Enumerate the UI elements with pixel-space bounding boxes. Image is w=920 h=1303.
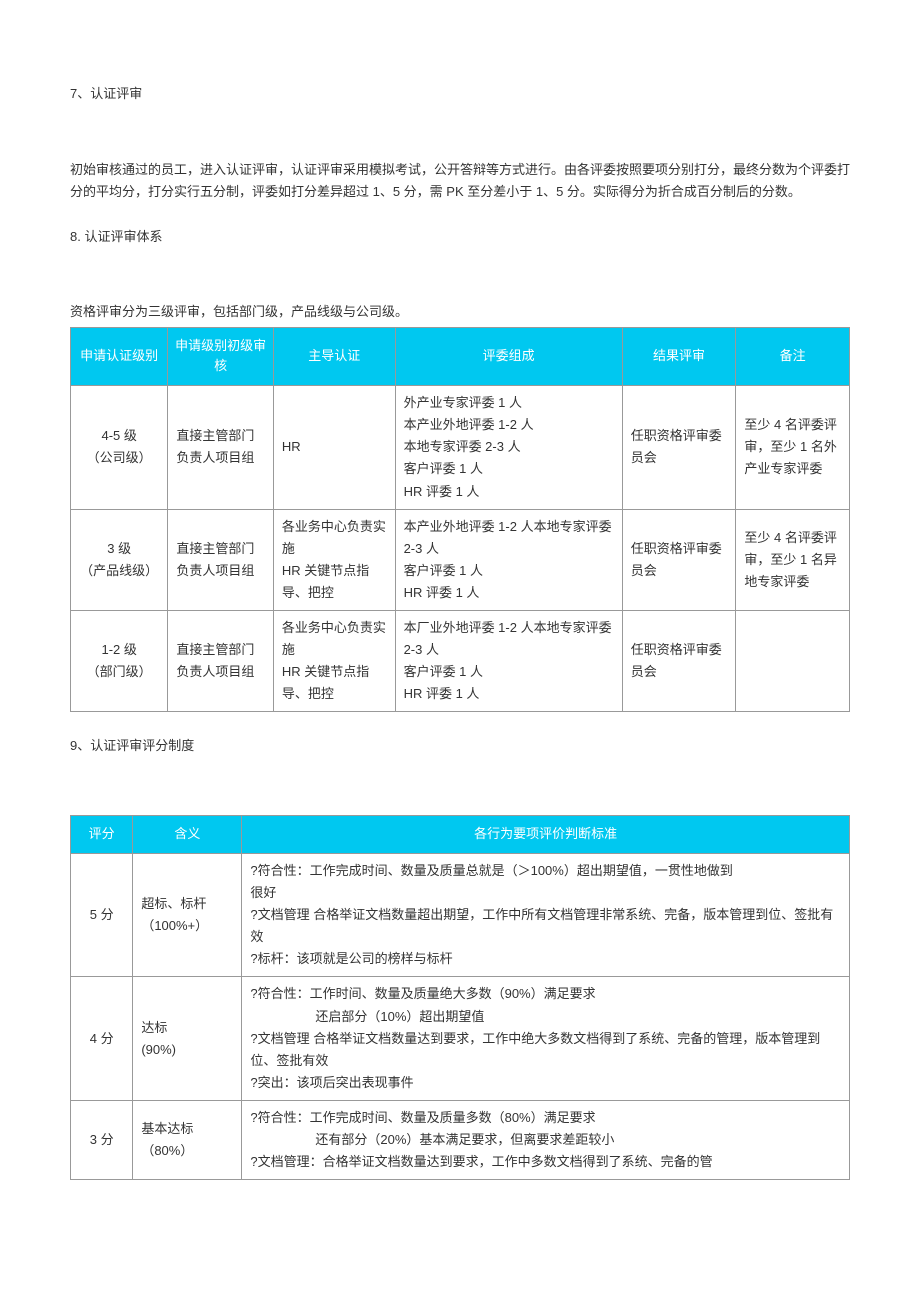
scoring-criteria-table: 评分 含义 各行为要项评价判断标准 5 分超标、标杆（100%+）?符合性：工作… (70, 815, 850, 1180)
table-row: 1-2 级（部门级）直接主管部门负责人项目组各业务中心负责实施HR 关键节点指导… (71, 611, 850, 712)
table-cell: HR (273, 386, 395, 509)
table-cell: 本厂业外地评委 1-2 人本地专家评委 2-3 人客户评委 1 人HR 评委 1… (395, 611, 622, 712)
table-cell: 外产业专家评委 1 人本产业外地评委 1-2 人本地专家评委 2-3 人客户评委… (395, 386, 622, 509)
table-row: 4-5 级（公司级）直接主管部门负责人项目组HR外产业专家评委 1 人本产业外地… (71, 386, 850, 509)
table-cell: 任职资格评审委员会 (622, 611, 736, 712)
col-header: 评委组成 (395, 327, 622, 386)
table-header-row: 申请认证级别 申请级别初级审核 主导认证 评委组成 结果评审 备注 (71, 327, 850, 386)
col-header: 备注 (736, 327, 850, 386)
table-cell: 直接主管部门负责人项目组 (168, 509, 273, 610)
table-cell: ?符合性：工作完成时间、数量及质量总就是（＞100%）超出期望值，一贯性地做到 … (242, 853, 850, 976)
col-header: 申请级别初级审核 (168, 327, 273, 386)
table-cell: 本产业外地评委 1-2 人本地专家评委 2-3 人客户评委 1 人HR 评委 1… (395, 509, 622, 610)
table-row: 5 分超标、标杆（100%+）?符合性：工作完成时间、数量及质量总就是（＞100… (71, 853, 850, 976)
table-cell: ?符合性：工作时间、数量及质量绝大多数（90%）满足要求 还启部分（10%）超出… (242, 977, 850, 1100)
table-cell: 3 级（产品线级） (71, 509, 168, 610)
table-cell (736, 611, 850, 712)
section9-heading: 9、认证评审评分制度 (70, 736, 850, 757)
col-header: 申请认证级别 (71, 327, 168, 386)
table-cell: 至少 4 名评委评审，至少 1 名异地专家评委 (736, 509, 850, 610)
col-header: 各行为要项评价判断标准 (242, 816, 850, 854)
table-row: 3 分基本达标（80%）?符合性：工作完成时间、数量及质量多数（80%）满足要求… (71, 1100, 850, 1179)
col-header: 结果评审 (622, 327, 736, 386)
table-cell: 4 分 (71, 977, 133, 1100)
table-header-row: 评分 含义 各行为要项评价判断标准 (71, 816, 850, 854)
col-header: 含义 (133, 816, 242, 854)
table-cell: 各业务中心负责实施HR 关键节点指导、把控 (273, 509, 395, 610)
col-header: 主导认证 (273, 327, 395, 386)
table-cell: 基本达标（80%） (133, 1100, 242, 1179)
review-levels-table: 申请认证级别 申请级别初级审核 主导认证 评委组成 结果评审 备注 4-5 级（… (70, 327, 850, 713)
table-cell: 至少 4 名评委评审，至少 1 名外产业专家评委 (736, 386, 850, 509)
section7-body: 初始审核通过的员工，进入认证评审，认证评审采用模拟考试，公开答辩等方式进行。由各… (70, 159, 850, 203)
table-cell: 3 分 (71, 1100, 133, 1179)
table-cell: 任职资格评审委员会 (622, 386, 736, 509)
table-cell: ?符合性：工作完成时间、数量及质量多数（80%）满足要求 还有部分（20%）基本… (242, 1100, 850, 1179)
table-cell: 达标(90%) (133, 977, 242, 1100)
table-row: 4 分达标(90%)?符合性：工作时间、数量及质量绝大多数（90%）满足要求 还… (71, 977, 850, 1100)
col-header: 评分 (71, 816, 133, 854)
table-cell: 任职资格评审委员会 (622, 509, 736, 610)
table-cell: 直接主管部门负责人项目组 (168, 611, 273, 712)
table-cell: 直接主管部门负责人项目组 (168, 386, 273, 509)
section8-heading: 8. 认证评审体系 (70, 227, 850, 248)
table-cell: 超标、标杆（100%+） (133, 853, 242, 976)
table-cell: 5 分 (71, 853, 133, 976)
table-cell: 1-2 级（部门级） (71, 611, 168, 712)
section7-heading: 7、认证评审 (70, 84, 850, 105)
table-cell: 各业务中心负责实施HR 关键节点指导、把控 (273, 611, 395, 712)
table-cell: 4-5 级（公司级） (71, 386, 168, 509)
section8-intro: 资格评审分为三级评审，包括部门级，产品线级与公司级。 (70, 302, 850, 323)
table-row: 3 级（产品线级）直接主管部门负责人项目组各业务中心负责实施HR 关键节点指导、… (71, 509, 850, 610)
